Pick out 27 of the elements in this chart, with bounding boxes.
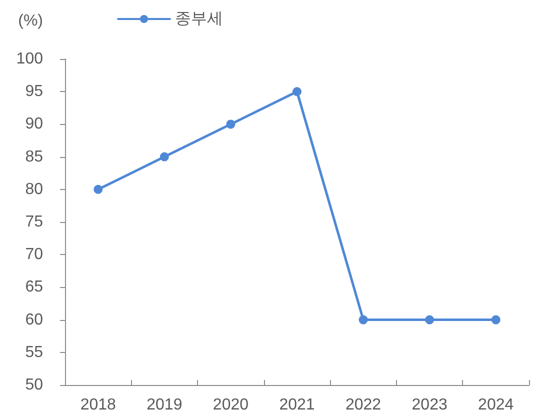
x-tick-label: 2018 bbox=[80, 396, 116, 414]
y-tick-label: 70 bbox=[25, 246, 44, 264]
point bbox=[491, 315, 500, 324]
point bbox=[94, 184, 103, 194]
y-tick-label: 65 bbox=[25, 278, 44, 296]
y-tick-label: 75 bbox=[25, 214, 44, 230]
y-tick-label: 90 bbox=[25, 116, 44, 133]
y-axis-title: (%) bbox=[18, 12, 43, 30]
y-tick-label: 55 bbox=[25, 344, 44, 361]
y-tick-label: 95 bbox=[25, 83, 44, 100]
legend-label: 종부세 bbox=[175, 10, 223, 28]
point bbox=[160, 152, 169, 162]
point bbox=[292, 87, 302, 96]
x-tick-label: 2019 bbox=[146, 396, 182, 414]
y-tick-label: 100 bbox=[16, 50, 44, 68]
point bbox=[226, 120, 236, 129]
x-tick-label: 2023 bbox=[412, 396, 448, 414]
y-tick-label: 85 bbox=[25, 148, 44, 166]
point bbox=[358, 315, 368, 324]
y-tick-label: 80 bbox=[25, 180, 44, 198]
y-tick-label: 50 bbox=[25, 376, 44, 394]
x-tick-label: 2024 bbox=[478, 396, 514, 414]
y-tick-label: 60 bbox=[25, 311, 44, 328]
x-tick-label: 2021 bbox=[279, 396, 315, 414]
x-tick-label: 2020 bbox=[212, 396, 249, 414]
point bbox=[425, 315, 434, 324]
x-tick-label: 2022 bbox=[345, 396, 382, 414]
